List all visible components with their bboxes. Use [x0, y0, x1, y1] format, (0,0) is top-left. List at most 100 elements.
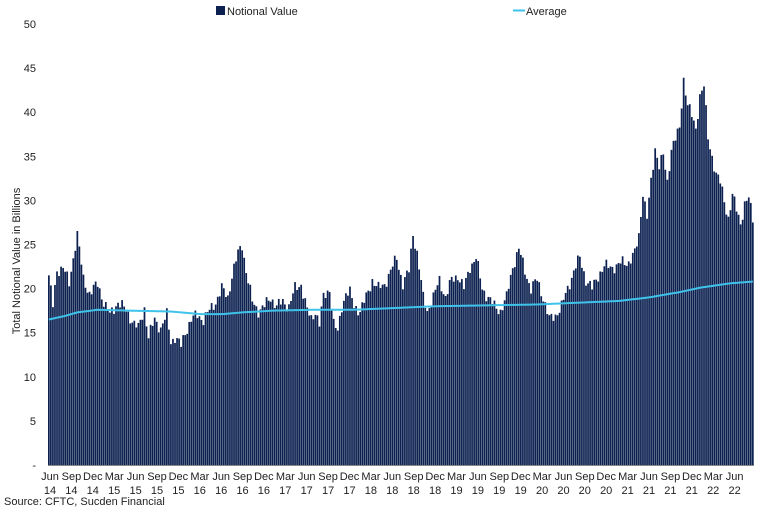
bar: [92, 284, 95, 465]
bar: [638, 233, 640, 465]
bar: [351, 298, 353, 465]
bar: [540, 296, 543, 465]
bar: [184, 335, 187, 465]
bar: [680, 108, 683, 465]
bar: [357, 315, 359, 465]
bar: [440, 291, 443, 465]
bar: [233, 263, 235, 465]
x-tick-year: 22: [728, 485, 740, 497]
bar: [473, 262, 475, 465]
bar: [115, 306, 117, 465]
bar: [552, 320, 555, 465]
bar: [576, 255, 579, 465]
bar: [271, 299, 274, 465]
bar: [585, 285, 587, 465]
bar: [54, 284, 56, 465]
x-tick-month: Sep: [575, 471, 595, 483]
bar: [532, 281, 534, 465]
x-tick-year: 16: [258, 485, 270, 497]
bar: [371, 279, 374, 465]
bar: [499, 309, 502, 465]
bar: [334, 327, 337, 465]
bar: [485, 301, 488, 465]
bar: [58, 275, 60, 465]
bar: [109, 312, 111, 465]
bar: [359, 312, 362, 465]
bar: [338, 315, 341, 465]
x-tick-month: Sep: [490, 471, 510, 483]
y-tick-label: 45: [24, 63, 36, 75]
bar: [64, 271, 67, 465]
y-tick-label: 40: [24, 107, 36, 119]
bar: [703, 86, 705, 465]
bar: [395, 259, 398, 465]
x-tick-month: Jun: [555, 471, 573, 483]
x-tick-month: Dec: [425, 471, 445, 483]
bar: [294, 282, 296, 465]
x-tick-year: 14: [44, 485, 56, 497]
bar: [251, 301, 254, 465]
bar: [218, 296, 221, 465]
bar: [595, 279, 598, 465]
bar: [648, 197, 650, 465]
bar: [743, 201, 746, 465]
bar: [279, 304, 282, 465]
bar: [125, 311, 128, 465]
x-tick-month: Jun: [383, 471, 401, 483]
bar: [690, 117, 693, 465]
bar: [682, 77, 685, 465]
bar: [556, 315, 559, 465]
bar: [607, 268, 610, 465]
bar: [60, 266, 62, 465]
bar: [729, 210, 732, 465]
bar: [719, 183, 722, 466]
bar: [646, 218, 648, 465]
bar: [621, 256, 624, 465]
bar: [642, 196, 644, 465]
bar: [361, 302, 364, 465]
bar: [145, 326, 148, 465]
bar: [225, 297, 227, 465]
bar: [699, 94, 701, 466]
bar: [568, 289, 571, 465]
bar: [288, 304, 290, 465]
bar: [515, 252, 518, 465]
x-tick-month: Sep: [147, 471, 167, 483]
bar: [721, 186, 724, 466]
x-tick-month: Jun: [127, 471, 145, 483]
bar: [192, 315, 195, 465]
bar: [452, 281, 455, 465]
bar: [550, 313, 553, 465]
bar: [383, 284, 386, 465]
bar: [627, 261, 630, 465]
bar: [572, 270, 575, 465]
bar: [104, 302, 107, 465]
bar: [98, 288, 101, 465]
bars: [48, 77, 754, 466]
bar: [365, 292, 368, 465]
bar: [157, 332, 160, 465]
x-tick-month: Jun: [41, 471, 59, 483]
bar: [479, 278, 482, 465]
bar: [237, 249, 239, 465]
x-tick-year: 15: [108, 485, 120, 497]
bar: [434, 289, 437, 465]
y-tick-label: 30: [24, 195, 36, 207]
bar: [450, 276, 453, 465]
bar: [650, 177, 652, 465]
bar: [570, 277, 573, 465]
bar: [381, 284, 384, 465]
bar: [430, 306, 433, 465]
bar: [196, 318, 199, 465]
bar: [725, 214, 728, 465]
bar: [186, 333, 189, 465]
bar: [426, 311, 429, 465]
bar: [135, 327, 138, 465]
bar: [170, 344, 172, 465]
bar: [623, 265, 626, 465]
bar: [717, 174, 720, 465]
bar: [477, 261, 480, 465]
x-tick-year: 20: [557, 485, 569, 497]
bar: [406, 270, 408, 465]
bar: [493, 300, 496, 465]
